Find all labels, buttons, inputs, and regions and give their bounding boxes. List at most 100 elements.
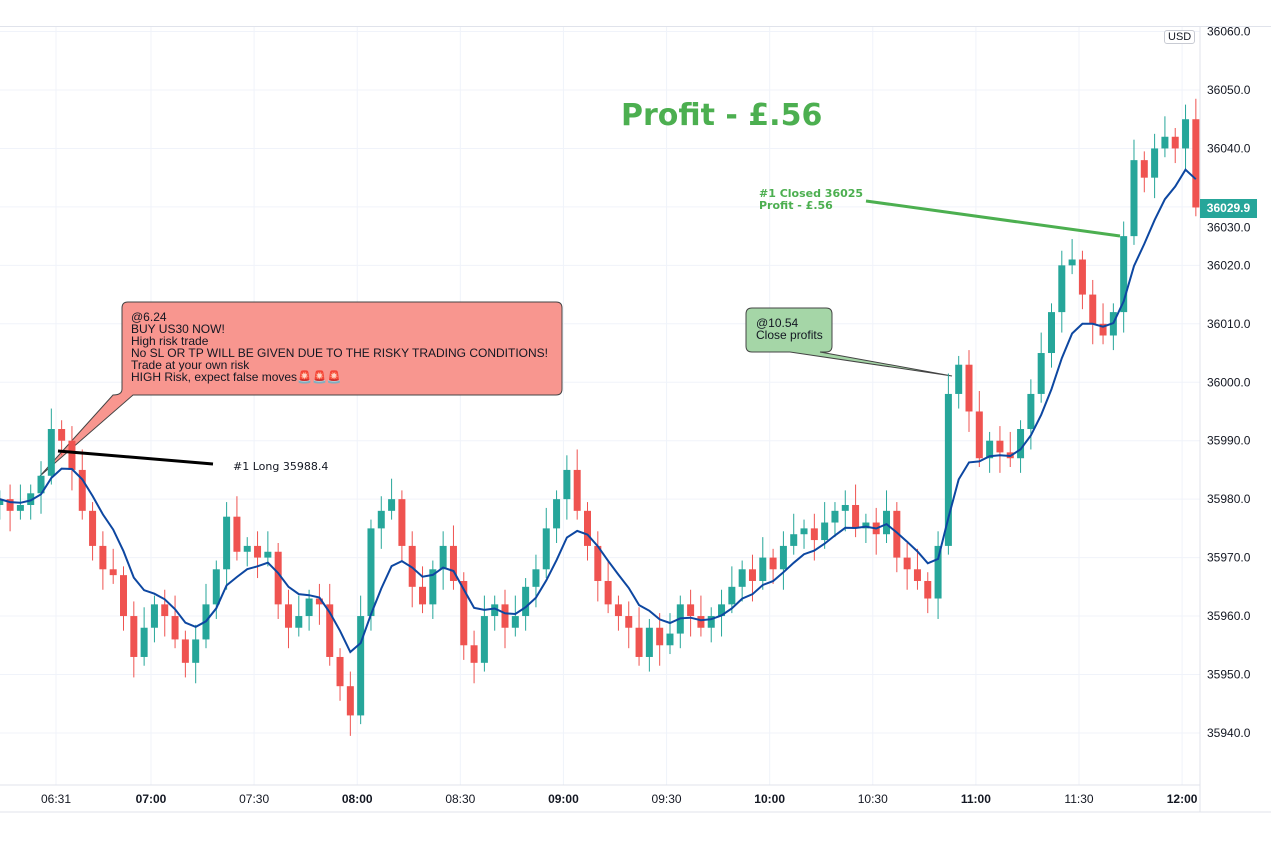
candle-body [1089, 294, 1097, 324]
candle-body [965, 364, 973, 412]
long-entry-line[interactable] [57, 449, 214, 466]
candle-body [883, 510, 891, 535]
price-tick-label: 35950.0 [1207, 668, 1251, 682]
time-tick-label: 10:30 [858, 792, 888, 806]
candle-body [150, 604, 158, 628]
candle-body [212, 569, 220, 605]
candle-body [1171, 136, 1179, 149]
candle-body [1099, 323, 1107, 336]
candle-body [284, 604, 292, 628]
price-tick-label: 36020.0 [1207, 258, 1251, 272]
top-toolbar [0, 0, 1271, 27]
close-callout-text: @10.54 Close profits [756, 316, 823, 342]
candle-body [68, 440, 76, 470]
price-tick-label: 36060.0 [1207, 25, 1251, 39]
candle-body [78, 469, 86, 511]
price-axis-bg [1200, 27, 1271, 785]
close-exit-line[interactable] [865, 199, 1121, 238]
candle-body [666, 633, 674, 646]
candle-body [996, 440, 1004, 453]
candle-body [718, 604, 726, 617]
candle-body [89, 510, 97, 546]
time-tick-label: 08:00 [342, 792, 373, 806]
candle-body [367, 528, 375, 617]
candle-body [583, 510, 591, 546]
candle-body [377, 510, 385, 529]
candle-body [553, 499, 561, 529]
candle-body [1182, 119, 1190, 149]
time-axis: 06:31 07:00 07:30 08:00 08:30 09:00 09:30 10:00… [41, 792, 1198, 806]
price-tick-label: 36050.0 [1207, 83, 1251, 97]
candle-body [161, 604, 169, 617]
grid [0, 27, 1200, 785]
candle-body [522, 586, 530, 617]
candle-body [315, 598, 323, 605]
candle-body [1192, 119, 1200, 208]
candle-body [27, 493, 35, 505]
candle-body [542, 528, 550, 570]
closed-note-line1: #1 Closed 36025 [759, 187, 864, 200]
candle-body [470, 645, 478, 663]
time-tick-label: 06:31 [41, 792, 71, 806]
candle-body [398, 499, 406, 546]
candle-body [120, 575, 128, 617]
candle-body [37, 475, 45, 494]
candle-body [109, 569, 117, 576]
candle-body [130, 616, 138, 657]
candles [0, 98, 1200, 736]
moving-average-line [0, 168, 1197, 654]
candle-body [419, 586, 427, 605]
price-tick-label: 35990.0 [1207, 434, 1251, 448]
candle-body [573, 469, 581, 511]
candle-body [903, 557, 911, 570]
price-tick-label: 36030.0 [1207, 220, 1251, 234]
candle-body [1140, 160, 1148, 178]
currency-badge[interactable]: USD [1164, 30, 1196, 44]
price-axis: 36060.0 36050.0 36040.0 36030.0 36020.0 36010… [1207, 25, 1251, 740]
candle-body [491, 604, 499, 617]
close-callout-bubble [745, 307, 953, 377]
candle-body [449, 545, 457, 581]
candle-body [1058, 265, 1066, 313]
candle-body [326, 604, 334, 657]
candle-body [986, 440, 994, 459]
candle-body [748, 569, 756, 581]
candle-body [460, 580, 468, 646]
candle-body [99, 545, 107, 570]
candle-body [1027, 393, 1035, 430]
candle-body [852, 504, 860, 529]
candle-body [511, 616, 519, 628]
time-tick-label: 09:00 [548, 792, 579, 806]
price-tick-label: 36040.0 [1207, 141, 1251, 155]
candle-body [295, 616, 303, 628]
candle-body [171, 616, 179, 640]
candle-body [274, 551, 282, 605]
candle-body [687, 604, 695, 617]
candle-body [480, 616, 488, 663]
candle-body [594, 545, 602, 581]
candle-body [439, 545, 447, 570]
candle-body [841, 504, 849, 511]
candle-body [532, 569, 540, 587]
candle-body [233, 516, 241, 552]
candle-body [893, 510, 901, 558]
candle-body [862, 522, 870, 529]
candle-body [243, 545, 251, 552]
candle-body [58, 429, 66, 441]
time-tick-label: 09:30 [652, 792, 682, 806]
candle-body [429, 569, 437, 605]
candle-body [140, 627, 148, 657]
candle-body [357, 616, 365, 716]
candle-body [738, 569, 746, 587]
last-price-label: 36029.9 [1200, 199, 1257, 218]
candle-body [800, 528, 808, 535]
price-tick-label: 35980.0 [1207, 492, 1251, 506]
candle-body [810, 528, 818, 541]
candle-body [1047, 312, 1055, 354]
time-tick-label: 08:30 [445, 792, 475, 806]
candle-body [192, 639, 200, 663]
time-tick-label: 11:00 [961, 792, 991, 806]
candle-body [346, 686, 354, 716]
candle-body [1037, 353, 1045, 394]
